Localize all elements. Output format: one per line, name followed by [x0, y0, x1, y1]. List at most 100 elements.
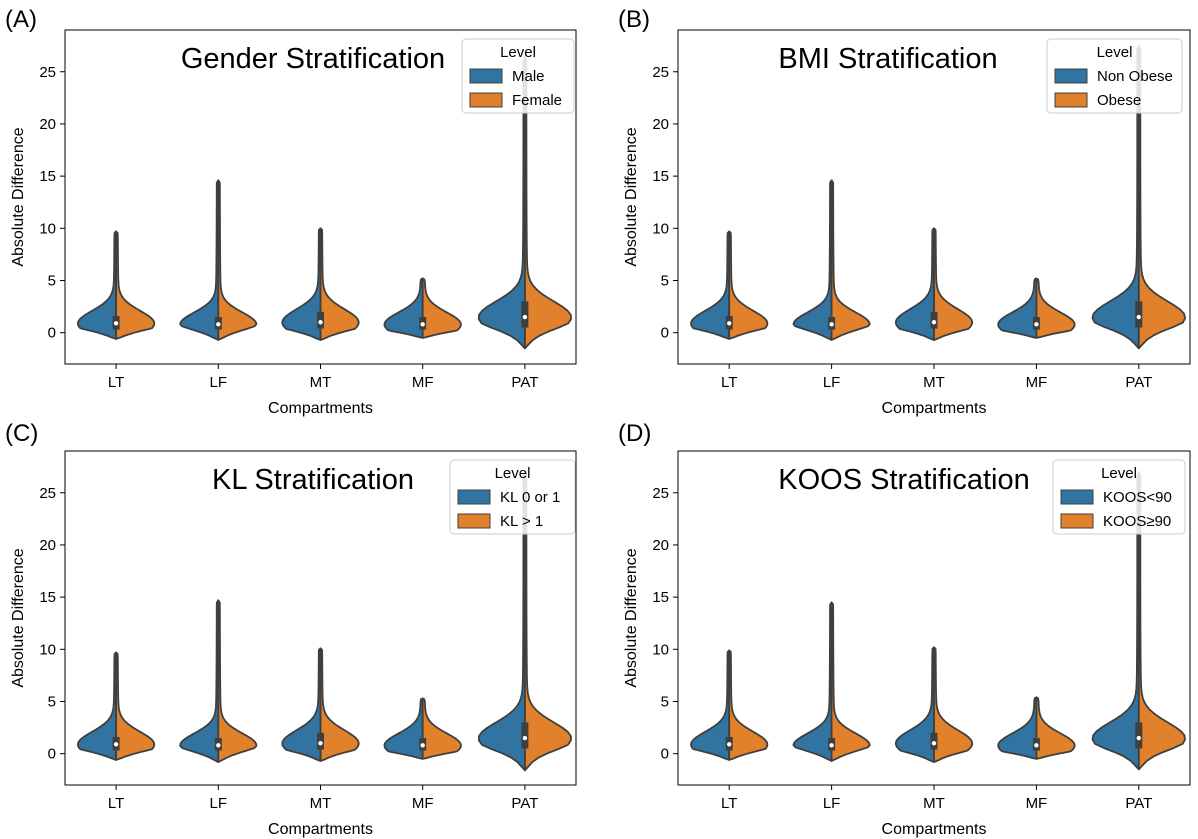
iqr-box-pat: [521, 722, 529, 749]
legend-swatch-1: [457, 489, 491, 505]
median-dot-lf: [216, 743, 221, 748]
median-dot-mf: [1034, 322, 1039, 327]
x-axis-label: Compartments: [882, 821, 987, 838]
y-tick-label: 10: [652, 220, 669, 237]
x-tick-label: MF: [412, 795, 434, 812]
violin-lt-series-1: [76, 230, 117, 340]
violin-lt-series-2: [115, 230, 156, 340]
y-tick-label: 25: [39, 485, 56, 502]
violin-mt-series-1: [894, 646, 935, 763]
x-tick-label: MF: [1026, 795, 1048, 812]
panel-d: (D) 0 5 10 15 20 25 LT LF MT MF PAT Compartments Abso…: [618, 420, 1191, 838]
median-dot-lf: [216, 322, 221, 327]
y-tick-label: 20: [652, 537, 669, 554]
x-axis-label: Compartments: [268, 400, 373, 417]
y-tick-label: 5: [661, 694, 669, 711]
legend-label-1: Male: [512, 68, 545, 85]
violin-lf-series-2: [217, 599, 258, 763]
x-tick-label: LT: [721, 374, 737, 391]
iqr-box-pat: [1135, 722, 1143, 749]
violin-lf-series-2: [830, 179, 871, 341]
y-tick-label: 0: [661, 325, 669, 342]
legend: Level Male Female: [461, 38, 575, 114]
violin-lf-series-1: [179, 599, 220, 763]
median-dot-mf: [420, 743, 425, 748]
median-dot-pat: [522, 735, 528, 741]
violin-lf-series-1: [792, 601, 833, 762]
violin-mt-series-2: [933, 227, 974, 341]
legend-label-1: KL 0 or 1: [500, 489, 560, 506]
panel-label: (B): [618, 6, 650, 33]
y-tick-label: 5: [48, 273, 56, 290]
y-tick-label: 0: [48, 746, 56, 763]
median-dot-mt: [931, 741, 937, 746]
y-tick-label: 5: [661, 273, 669, 290]
median-dot-pat: [522, 314, 528, 320]
y-tick-label: 5: [48, 694, 56, 711]
violin-mf-series-1: [383, 697, 424, 760]
violin-mf-series-1: [383, 277, 424, 339]
y-tick-label: 20: [652, 116, 669, 133]
median-dot-mt: [318, 320, 323, 325]
median-dot-mt: [318, 741, 323, 746]
legend-label-2: KL > 1: [500, 513, 543, 530]
violin-lf-series-1: [179, 179, 220, 341]
chart-title: BMI Stratification: [778, 43, 997, 75]
legend-swatch-1: [469, 68, 503, 84]
iqr-box-pat: [521, 301, 529, 328]
violin-lf-series-2: [830, 601, 871, 762]
legend-label-2: KOOS≥90: [1103, 513, 1171, 530]
y-tick-label: 15: [652, 168, 669, 185]
legend-label-2: Obese: [1097, 92, 1141, 109]
y-tick-label: 0: [48, 325, 56, 342]
legend-swatch-1: [1054, 68, 1088, 84]
median-dot-mt: [931, 320, 937, 325]
violin-lf-series-2: [217, 179, 258, 341]
x-tick-label: MT: [923, 795, 945, 812]
y-tick-label: 25: [652, 485, 669, 502]
violin-lf-series-1: [792, 179, 833, 341]
y-tick-label: 25: [652, 64, 669, 81]
panel-label: (A): [5, 6, 37, 33]
y-tick-label: 0: [661, 746, 669, 763]
x-tick-label: PAT: [511, 795, 538, 812]
x-tick-label: LF: [823, 795, 841, 812]
y-tick-label: 15: [39, 168, 56, 185]
chart-title: Gender Stratification: [181, 43, 445, 75]
violin-lt-series-2: [115, 651, 156, 761]
violin-mt-series-1: [894, 227, 935, 341]
y-tick-label: 20: [39, 116, 56, 133]
violin-lt-series-2: [728, 649, 769, 761]
violin-mf-series-2: [421, 277, 462, 339]
legend-swatch-2: [469, 92, 503, 108]
x-axis-label: Compartments: [882, 400, 987, 417]
x-tick-label: LT: [108, 374, 124, 391]
x-tick-label: LF: [823, 374, 841, 391]
panel-b: (B) 0 5 10 15 20 25 LT LF MT MF PAT Compartments Abso…: [618, 6, 1191, 417]
x-tick-label: PAT: [511, 374, 538, 391]
x-tick-label: PAT: [1125, 795, 1152, 812]
y-tick-label: 10: [39, 220, 56, 237]
y-tick-label: 10: [39, 641, 56, 658]
median-dot-mf: [1034, 743, 1039, 748]
x-tick-label: LF: [210, 795, 228, 812]
panel-label: (C): [5, 420, 38, 447]
violin-lt-series-2: [728, 230, 769, 340]
x-axis-label: Compartments: [268, 821, 373, 838]
panel-label: (D): [618, 420, 651, 447]
legend-title: Level: [1097, 44, 1133, 61]
iqr-box-pat: [1135, 301, 1143, 328]
legend-swatch-2: [1060, 513, 1094, 529]
violin-mf-series-2: [421, 697, 462, 760]
chart-title: KL Stratification: [212, 464, 414, 496]
x-tick-label: MT: [310, 374, 332, 391]
y-axis-label: Absolute Difference: [10, 127, 27, 266]
legend-title: Level: [495, 465, 531, 482]
y-tick-label: 10: [652, 641, 669, 658]
legend-label-2: Female: [512, 92, 562, 109]
median-dot-lt: [727, 321, 732, 326]
x-tick-label: LF: [210, 374, 228, 391]
y-axis-label: Absolute Difference: [10, 548, 27, 687]
x-tick-label: LT: [108, 795, 124, 812]
